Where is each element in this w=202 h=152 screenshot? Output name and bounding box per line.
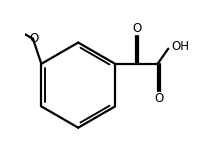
Text: OH: OH xyxy=(171,40,189,53)
Text: O: O xyxy=(154,92,163,105)
Text: O: O xyxy=(29,32,38,45)
Text: O: O xyxy=(133,22,142,35)
